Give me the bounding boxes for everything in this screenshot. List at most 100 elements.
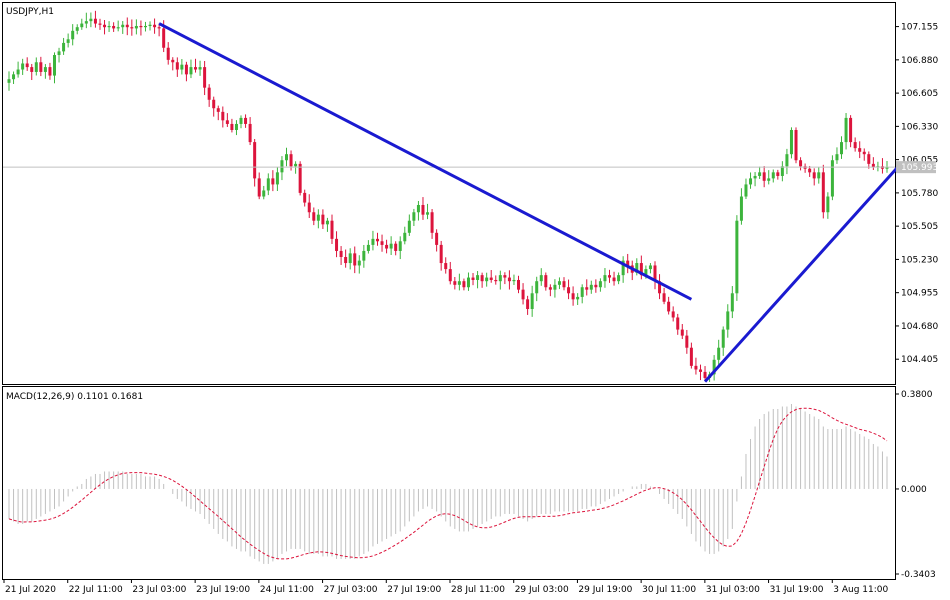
candle [116,20,120,32]
candle-body [148,24,152,26]
candle [426,203,430,220]
candle [466,272,470,291]
macd-axis-label: 0.3800 [901,390,933,400]
time-axis-label: 28 Jul 11:00 [451,585,505,595]
time-axis-label: 21 Jul 2020 [5,585,56,595]
candle-body [767,178,771,181]
candle-body [234,123,238,130]
candle-body [371,238,375,245]
candle [207,84,211,107]
candle-body [694,365,698,370]
candle [180,59,184,75]
candle-body [507,277,511,282]
candle-body [744,184,748,197]
candle-body [84,21,88,24]
candle [744,178,748,200]
candle-body [548,287,552,290]
candle [612,271,616,286]
candle [89,12,93,28]
candle-body [389,243,393,249]
candle [489,270,493,283]
candle-body [112,25,116,29]
candle-body [607,275,611,278]
candle-body [344,257,348,264]
resistance-trendline[interactable] [158,22,693,301]
candle-body [753,175,757,179]
candle [112,22,116,32]
candle-body [485,277,489,282]
candle-body [562,281,566,288]
candle [862,148,866,161]
candle [653,261,657,290]
candle-body [298,163,302,193]
symbol-label: USDJPY,H1 [6,7,54,17]
candle-body [671,311,675,318]
candle [621,256,625,283]
candle [517,275,521,294]
candle-body [667,301,671,312]
candle-body [517,279,521,290]
candle-body [57,51,61,56]
macd-y-axis: 0.3800 0.000 -0.3403 [895,390,936,580]
macd-axis-label: -0.3403 [901,570,936,580]
candle-body [758,172,762,176]
candle-body [134,25,138,29]
candle [735,215,739,301]
candle [821,164,825,219]
candle-body [489,277,493,280]
candle-body [662,293,666,302]
candle-body [808,168,812,173]
candle [698,364,702,381]
candle [421,197,425,220]
current-price-tag-label: 105.993 [901,163,938,173]
candle-body [116,27,120,29]
candle [548,284,552,297]
candle-body [348,253,352,264]
candle [316,209,320,229]
candle [476,271,480,289]
candle-body [826,196,830,213]
candle-body [325,220,329,225]
candle-body [66,39,70,43]
candle-body [444,263,448,270]
candle [439,240,443,271]
candle-body [216,108,220,112]
candle-body [43,67,47,72]
candle [303,189,307,207]
time-axis-label: 30 Jul 11:00 [642,585,696,595]
candle-body [139,25,143,28]
candle-body [453,281,457,285]
candle-body [658,281,662,294]
candle-body [853,142,857,149]
macd-panel-frame[interactable] [2,386,896,580]
candle-body [653,265,657,282]
candle [416,200,420,221]
support-trendline[interactable] [703,162,902,383]
candle-body [789,130,793,155]
candle-body [75,27,79,31]
candle [658,274,662,300]
price-y-axis: 107.155 106.880 106.605 106.330 106.055 105.7… [895,23,938,365]
candle [248,117,252,146]
candle [221,106,225,128]
candle-body [125,24,129,28]
candle-body [34,62,38,72]
candle [794,127,798,164]
price-panel-frame[interactable] [2,2,896,385]
candle-body [871,163,875,168]
candle-body [576,296,580,300]
price-axis-label: 104.680 [901,322,938,332]
price-axis-label: 105.780 [901,189,938,199]
candle [726,304,730,338]
candle-body [403,232,407,242]
candle [521,283,525,305]
candle [98,18,102,30]
time-axis: 21 Jul 2020 22 Jul 11:00 23 Jul 03:00 23 Ju… [3,579,889,595]
candle [585,279,589,296]
candle [567,279,571,300]
candle-body [480,275,484,282]
candle [225,113,229,127]
candle [507,270,511,290]
candle-body [648,265,652,270]
candle-body [307,202,311,213]
